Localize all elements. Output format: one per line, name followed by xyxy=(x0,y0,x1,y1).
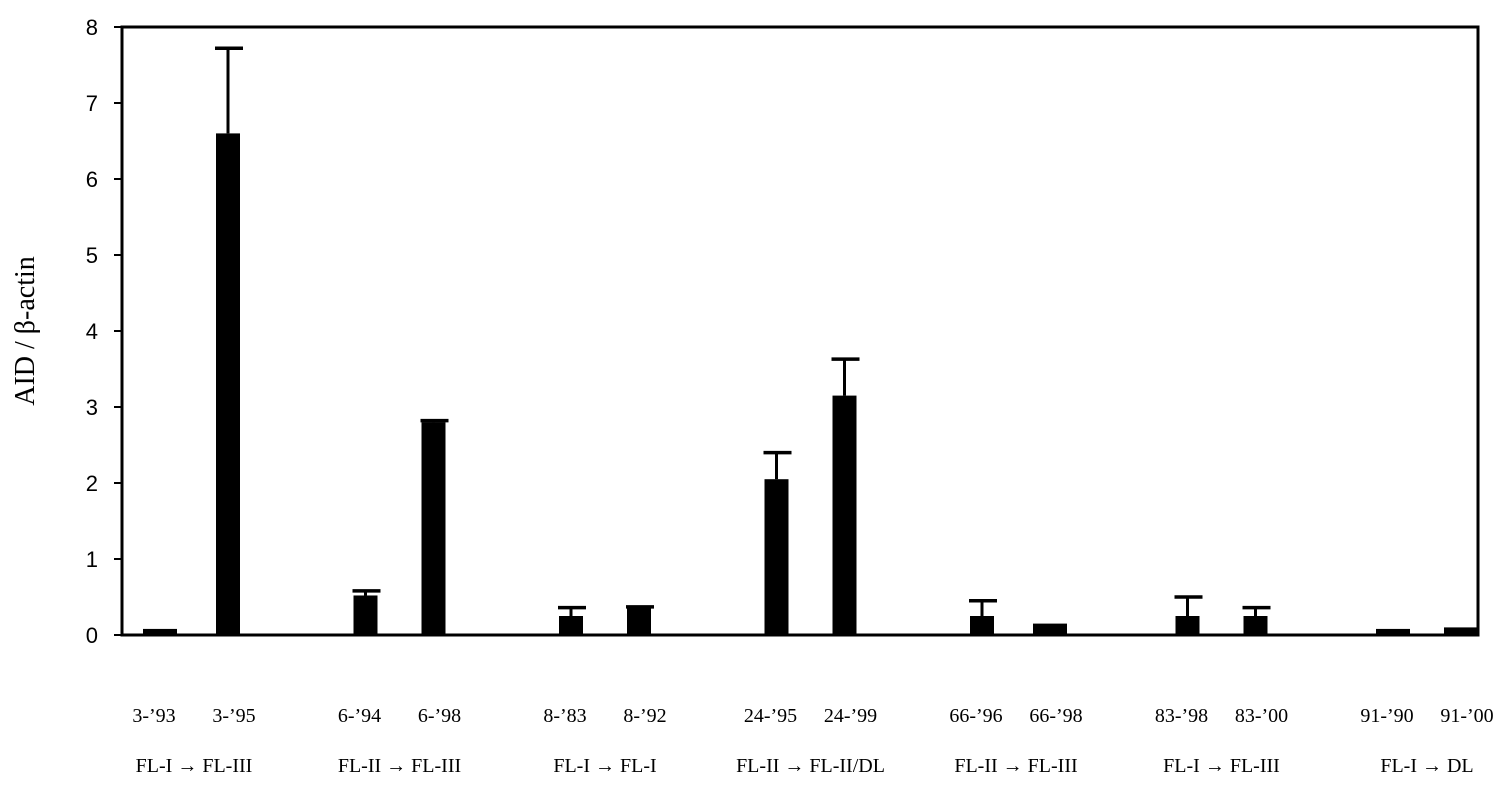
group-label: FL-I → FL-I xyxy=(553,755,656,777)
bar xyxy=(1243,616,1268,635)
bar xyxy=(970,616,994,635)
category-label: 8-’83 xyxy=(543,705,586,727)
category-label: 91-’00 xyxy=(1440,705,1493,727)
category-label: 6-’98 xyxy=(418,705,461,727)
bar xyxy=(764,479,789,635)
category-label: 66-’98 xyxy=(1029,705,1082,727)
y-tick-label: 0 xyxy=(86,623,98,648)
category-label: 3-’95 xyxy=(212,705,255,727)
y-tick-label: 2 xyxy=(86,471,98,496)
y-tick-label: 7 xyxy=(86,91,98,116)
category-label: 24-’99 xyxy=(824,705,877,727)
bar xyxy=(143,628,177,635)
group-labels: FL-I → FL-III FL-II → FL-III FL-I → FL-I FL… xyxy=(136,755,1474,777)
category-label: 83-’98 xyxy=(1155,705,1208,727)
group-label: FL-II → FL-III xyxy=(954,755,1077,777)
y-tick-label: 4 xyxy=(86,319,98,344)
y-tick-label: 5 xyxy=(86,243,98,268)
category-label: 3-’93 xyxy=(132,705,175,727)
error-bars xyxy=(215,46,1271,616)
group-label: FL-I → FL-III xyxy=(1163,755,1280,777)
category-label: 8-’92 xyxy=(623,705,666,727)
y-tick-label: 3 xyxy=(86,395,98,420)
bar xyxy=(1376,628,1410,635)
y-tick-label: 8 xyxy=(86,15,98,40)
bar xyxy=(421,422,446,635)
y-axis: 0 1 2 3 4 5 6 7 8 xyxy=(86,15,122,648)
category-labels: 3-’93 3-’95 6-’94 6-’98 8-’83 8-’92 24-’95 24-’… xyxy=(132,705,1493,727)
category-label: 24-’95 xyxy=(744,705,797,727)
plot-frame xyxy=(120,25,1480,637)
bar xyxy=(353,595,378,635)
bar xyxy=(559,616,583,635)
bar xyxy=(627,608,651,635)
bar xyxy=(832,395,857,635)
bar xyxy=(1175,616,1200,635)
bars xyxy=(143,133,1478,635)
group-label: FL-II → FL-III xyxy=(338,755,461,777)
bar xyxy=(1444,627,1478,635)
group-label: FL-II → FL-II/DL xyxy=(736,755,885,777)
category-label: 91-’90 xyxy=(1360,705,1413,727)
bar xyxy=(216,133,240,635)
category-label: 66-’96 xyxy=(949,705,1002,727)
y-tick-label: 6 xyxy=(86,167,98,192)
group-label: FL-I → DL xyxy=(1380,755,1473,777)
group-label: FL-I → FL-III xyxy=(136,755,253,777)
category-label: 6-’94 xyxy=(338,705,381,727)
bar xyxy=(1033,623,1067,635)
category-label: 83-’00 xyxy=(1235,705,1288,727)
y-axis-label: AID / β-actin xyxy=(10,256,41,406)
y-tick-label: 1 xyxy=(86,547,98,572)
